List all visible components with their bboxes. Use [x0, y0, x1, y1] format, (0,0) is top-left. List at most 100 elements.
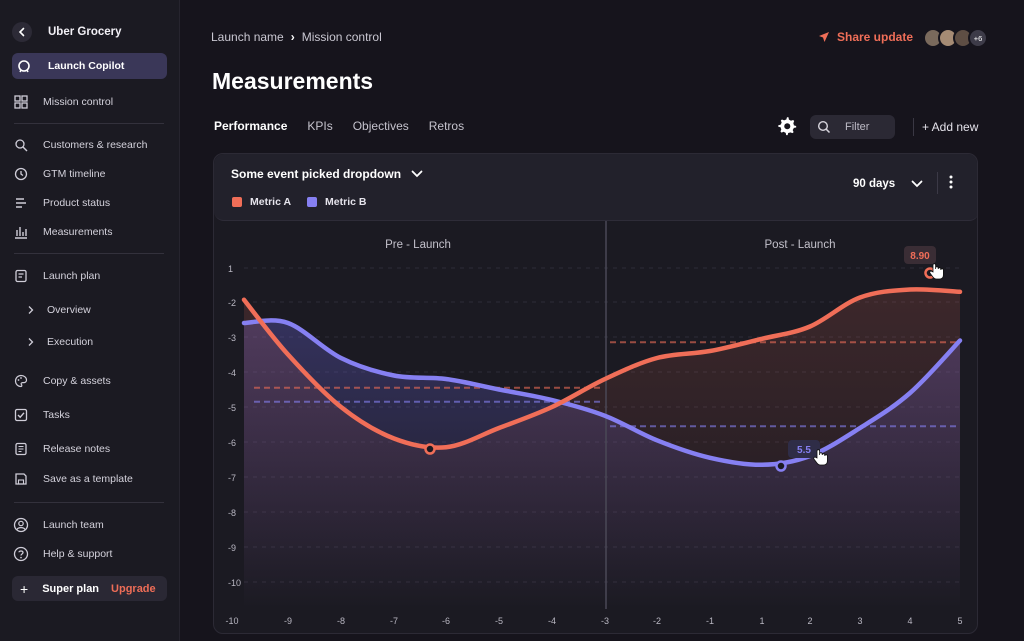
sidebar-item-measurements[interactable]: Measurements: [13, 220, 167, 244]
sidebar-item-label: Mission control: [43, 96, 114, 108]
sidebar-item-label: Product status: [43, 197, 111, 209]
plan-name: Super plan: [42, 582, 100, 595]
sidebar-header: Uber Grocery: [12, 22, 122, 42]
more-options-icon[interactable]: [947, 174, 955, 195]
avatar-group[interactable]: +6: [923, 28, 988, 48]
tooltip-metric-a: [904, 246, 936, 264]
sidebar-item-label: Save as a template: [43, 473, 133, 485]
hand-cursor-icon: [929, 263, 944, 280]
event-dropdown[interactable]: Some event picked dropdown: [231, 167, 423, 181]
send-icon: [819, 32, 829, 42]
metric-a-line: [241, 287, 963, 450]
sidebar-item-launch-copilot[interactable]: Launch Copilot: [12, 53, 167, 79]
breadcrumb-item[interactable]: Mission control: [301, 30, 382, 44]
grid-icon: [13, 94, 29, 110]
help-icon: [13, 546, 29, 562]
upgrade-link[interactable]: Upgrade: [111, 582, 156, 595]
legend-item-metric-b[interactable]: Metric B: [307, 196, 366, 208]
tab-kpis[interactable]: KPIs: [307, 119, 333, 133]
range-dropdown[interactable]: 90 days: [853, 178, 923, 190]
sidebar-item-overview[interactable]: Overview: [13, 298, 167, 322]
y-tick-label: -4: [228, 368, 236, 378]
chart-svg: 1 -2 -3 -4 -5 -6 -7 -8 -9 -10 -10 -9 -8 -7 -6 -5 -4 -3 -2 -…: [225, 221, 964, 626]
x-tick-label: -10: [225, 616, 238, 626]
x-tick-label: -6: [442, 616, 450, 626]
save-icon: [13, 471, 29, 487]
sidebar-item-launch-plan[interactable]: Launch plan: [13, 264, 167, 288]
x-tick-label: -5: [495, 616, 503, 626]
add-new-button[interactable]: + Add new: [922, 120, 979, 134]
x-tick-label: -3: [601, 616, 609, 626]
legend-swatch: [307, 197, 318, 207]
x-tick-label: 3: [857, 616, 862, 626]
x-tick-label: -9: [284, 616, 292, 626]
chart-markers: 8.90 5.5: [424, 246, 944, 472]
x-tick-label: -8: [337, 616, 345, 626]
plan-upgrade-button[interactable]: + Super plan Upgrade: [12, 576, 167, 601]
avatar-more-count[interactable]: +6: [968, 28, 988, 48]
chevron-right-icon: [25, 302, 37, 318]
workspace-name: Uber Grocery: [48, 26, 122, 38]
sidebar-item-release-notes[interactable]: Release notes: [13, 437, 167, 461]
y-tick-label: -6: [228, 438, 236, 448]
tab-retros[interactable]: Retros: [428, 119, 465, 133]
notes-icon: [13, 441, 29, 457]
sidebar-item-label: Overview: [47, 304, 91, 316]
clock-icon: [13, 166, 29, 182]
breadcrumb-item[interactable]: Launch name: [211, 30, 284, 44]
x-tick-label: -1: [706, 616, 714, 626]
measurement-card: 1 -2 -3 -4 -5 -6 -7 -8 -9 -10 -10 -9 -8 -7 -6 -5 -4 -3 -2 -…: [213, 153, 978, 634]
back-button[interactable]: [12, 22, 32, 42]
document-icon: [13, 268, 29, 284]
x-tick-label: 5: [957, 616, 962, 626]
average-lines: [254, 341, 956, 428]
x-tick-label: 1: [759, 616, 764, 626]
sidebar-item-label: Release notes: [43, 443, 111, 455]
x-tick-label: 2: [807, 616, 812, 626]
y-tick-label: -5: [228, 403, 236, 413]
legend-label: Metric A: [250, 196, 292, 208]
chevron-left-icon: [18, 27, 25, 37]
sidebar-item-mission-control[interactable]: Mission control: [13, 90, 167, 114]
research-icon: [13, 137, 29, 153]
y-tick-label: -2: [228, 298, 236, 308]
sidebar-item-customers[interactable]: Customers & research: [13, 133, 167, 157]
y-tick-label: -9: [228, 543, 236, 553]
x-tick-label: -4: [548, 616, 556, 626]
tooltip-metric-b: [788, 440, 820, 458]
y-tick-label: -10: [228, 578, 241, 588]
sidebar-item-execution[interactable]: Execution: [13, 330, 167, 354]
filter-input[interactable]: Filter: [810, 115, 895, 139]
sidebar-divider: [14, 253, 164, 254]
metric-b-point-marker[interactable]: [775, 460, 787, 472]
y-tick-label: -3: [228, 333, 236, 343]
axis-labels: 1 -2 -3 -4 -5 -6 -7 -8 -9 -10 -10 -9 -8 -7 -6 -5 -4 -3 -2 -…: [225, 264, 962, 626]
sidebar-item-gtm-timeline[interactable]: GTM timeline: [13, 162, 167, 186]
sidebar-item-save-template[interactable]: Save as a template: [13, 467, 167, 491]
tooltip-value-b: 5.5: [797, 445, 811, 456]
sidebar-item-launch-team[interactable]: Launch team: [13, 513, 167, 537]
sidebar-item-label: Execution: [47, 336, 94, 348]
page-title: Measurements: [212, 68, 374, 94]
sidebar-item-copy-assets[interactable]: Copy & assets: [13, 369, 167, 393]
x-tick-label: -2: [653, 616, 661, 626]
metric-b-line: [241, 318, 963, 468]
sidebar-item-label: Customers & research: [43, 139, 148, 151]
sidebar-item-label: GTM timeline: [43, 168, 106, 180]
sidebar-item-tasks[interactable]: Tasks: [13, 403, 167, 427]
share-update-button[interactable]: Share update: [818, 30, 913, 44]
checkbox-icon: [13, 407, 29, 423]
settings-gear-icon[interactable]: [776, 115, 798, 142]
sidebar-item-product-status[interactable]: Product status: [13, 191, 167, 215]
copilot-icon: [16, 58, 32, 74]
legend-item-metric-a[interactable]: Metric A: [232, 196, 291, 208]
share-label: Share update: [837, 30, 914, 44]
metric-a-point-marker[interactable]: [424, 443, 436, 455]
tab-objectives[interactable]: Objectives: [352, 119, 409, 133]
sidebar-divider: [14, 123, 164, 124]
sidebar-item-help[interactable]: Help & support: [13, 542, 167, 566]
y-tick-label: -7: [228, 473, 236, 483]
chevron-down-icon: [411, 170, 423, 178]
palette-icon: [13, 373, 29, 389]
tab-performance[interactable]: Performance: [214, 119, 288, 133]
